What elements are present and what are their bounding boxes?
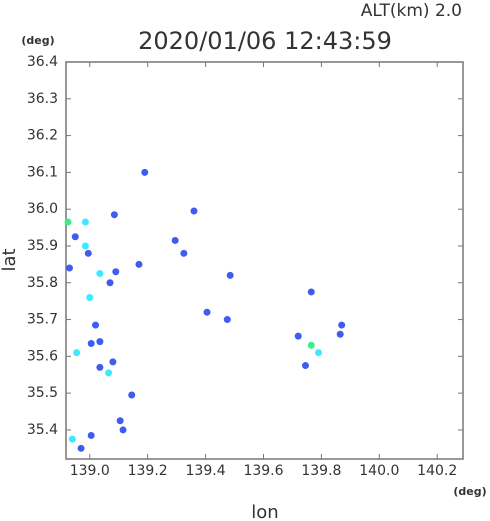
echo-point (105, 369, 113, 377)
y-tick-label: 35.4 (27, 422, 58, 438)
echo-point (203, 308, 211, 316)
y-tick-label: 35.9 (27, 238, 58, 254)
echo-point (81, 218, 89, 226)
echo-point (128, 391, 136, 399)
echo-point (81, 242, 89, 250)
echo-point (112, 268, 120, 276)
x-axis-label: lon (251, 502, 278, 521)
echo-point (106, 279, 114, 287)
y-axis-label: lat (0, 248, 20, 271)
echo-point (116, 417, 124, 425)
echo-point (307, 341, 315, 349)
echo-point (141, 168, 149, 176)
y-tick-label: 36.4 (27, 54, 58, 70)
x-tick-label: 139.4 (186, 463, 226, 479)
echo-point (119, 426, 127, 434)
echo-point (338, 321, 346, 329)
x-tick-label: 140.2 (417, 463, 457, 479)
y-tick-label: 36.3 (27, 91, 58, 107)
echo-point (109, 358, 117, 366)
echo-point (64, 218, 72, 226)
y-tick-label: 35.5 (27, 385, 58, 401)
echo-point (86, 293, 94, 301)
plot-frame (65, 61, 464, 460)
annotation: ALT(km) 2.0 (361, 1, 462, 21)
echo-point (307, 288, 315, 296)
y-tick-label: 35.8 (27, 275, 58, 291)
x-tick-label: 139.2 (128, 463, 168, 479)
x-tick-label: 139.0 (70, 463, 110, 479)
echo-point (301, 362, 309, 370)
echo-point (68, 435, 76, 443)
y-tick-label: 35.6 (27, 348, 58, 364)
echo-point (135, 260, 143, 268)
echo-point (336, 330, 344, 338)
echo-point (96, 338, 104, 346)
echo-point (180, 249, 188, 257)
echo-point (87, 431, 95, 439)
x-unit: (deg) (453, 485, 486, 498)
echo-point (223, 316, 231, 324)
echo-point (65, 264, 73, 272)
echo-point (171, 236, 179, 244)
echo-point (294, 332, 302, 340)
echo-point (71, 233, 79, 241)
x-tick-label: 140.0 (359, 463, 399, 479)
echo-point (110, 211, 118, 219)
echo-point (77, 444, 85, 452)
echo-point (84, 249, 92, 257)
y-tick-label: 35.7 (27, 312, 58, 328)
echo-point (190, 207, 198, 215)
chart-title: 2020/01/06 12:43:59 (138, 27, 392, 55)
x-tick-label: 139.6 (243, 463, 283, 479)
y-tick-label: 36.1 (27, 164, 58, 180)
echo-point (315, 349, 323, 357)
echo-point (87, 339, 95, 347)
echo-point (73, 349, 81, 357)
y-unit: (deg) (21, 34, 54, 47)
echo-point (96, 270, 104, 278)
echo-point (226, 271, 234, 279)
y-tick-label: 36.0 (27, 201, 58, 217)
y-tick-label: 36.2 (27, 128, 58, 144)
echo-point (96, 363, 104, 371)
echo-point (92, 321, 100, 329)
x-tick-label: 139.8 (301, 463, 341, 479)
